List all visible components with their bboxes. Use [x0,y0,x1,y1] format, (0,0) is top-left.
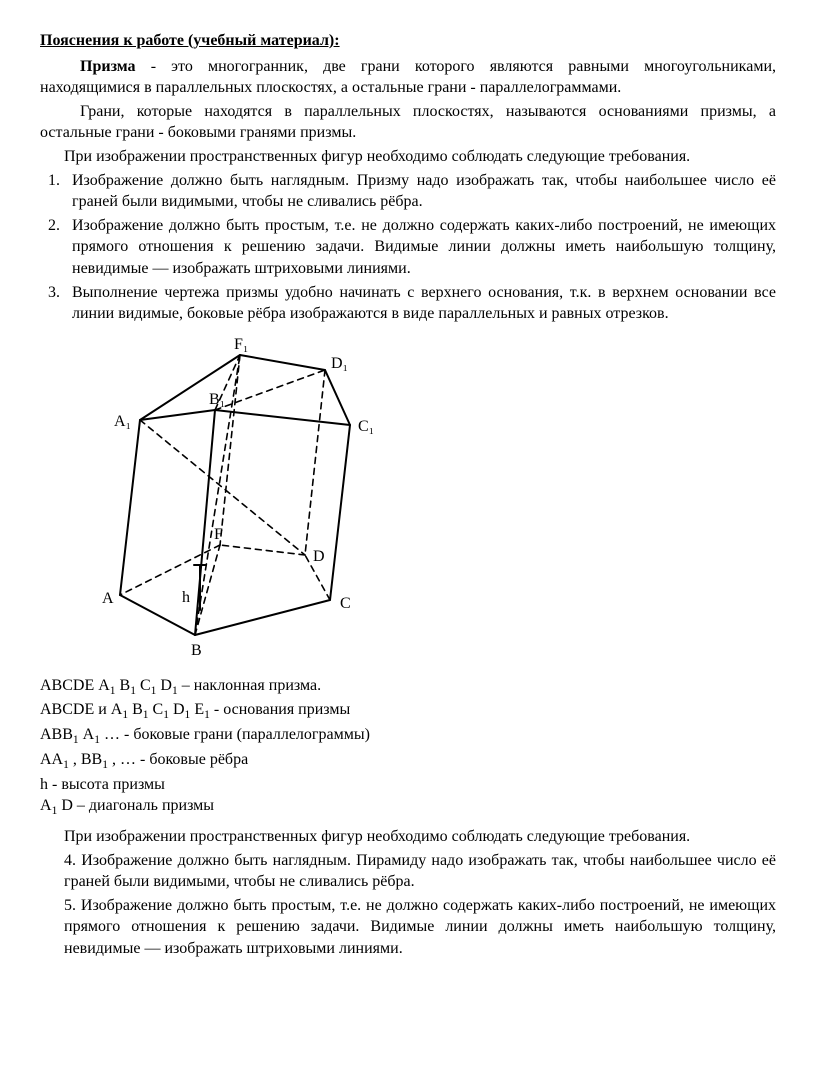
svg-text:F: F [214,526,223,543]
list-item-4: 4. Изображение должно быть наглядным. Пи… [64,850,776,893]
def-height: h - высота призмы [40,774,776,796]
svg-text:D₁: D₁ [331,355,348,372]
list-item: Изображение должно быть простым, т.е. не… [64,215,776,280]
prism-rest: - это многогранник, две грани которого я… [40,58,776,97]
svg-text:h: h [182,589,190,606]
svg-text:C: C [340,595,351,612]
svg-text:B: B [191,642,202,659]
def-oblique-prism: АВСDE А1 В1 С1 D1 – наклонная призма. [40,675,776,700]
page-title: Пояснения к работе (учебный материал): [40,30,776,52]
requirements-block-2: При изображении пространственных фигур н… [40,826,776,960]
svg-text:B₁: B₁ [209,391,225,408]
svg-text:A: A [102,590,114,607]
list-item: Выполнение чертежа призмы удобно начинат… [64,282,776,325]
paragraph-reqs-intro: При изображении пространственных фигур н… [64,146,776,168]
requirements-list-1: Изображение должно быть наглядным. Призм… [40,170,776,325]
svg-text:C₁: C₁ [358,418,374,435]
def-bases: АВСDE и А1 В1 С1 D1 Е1 - основания призм… [40,699,776,724]
paragraph-faces: Грани, которые находятся в параллельных … [40,101,776,144]
list-item-5: 5. Изображение должно быть простым, т.е.… [64,895,776,960]
list-item: Изображение должно быть наглядным. Призм… [64,170,776,213]
prism-figure: F₁ D₁ B₁ A₁ C₁ A B C D Fh [100,335,420,665]
svg-text:A₁: A₁ [114,413,131,430]
def-lateral-edges: АА1 , ВВ1 , … - боковые рёбра [40,749,776,774]
svg-text:D: D [313,548,325,565]
def-diagonal: А1 D – диагональ призмы [40,795,776,820]
paragraph-prism-def: Призма - это многогранник, две грани кот… [40,56,776,99]
paragraph-reqs-intro-2: При изображении пространственных фигур н… [64,826,776,848]
def-lateral-faces: АВВ1 А1 … - боковые грани (параллелограм… [40,724,776,749]
prism-lead: Призма [80,58,136,75]
svg-text:F₁: F₁ [234,336,248,353]
